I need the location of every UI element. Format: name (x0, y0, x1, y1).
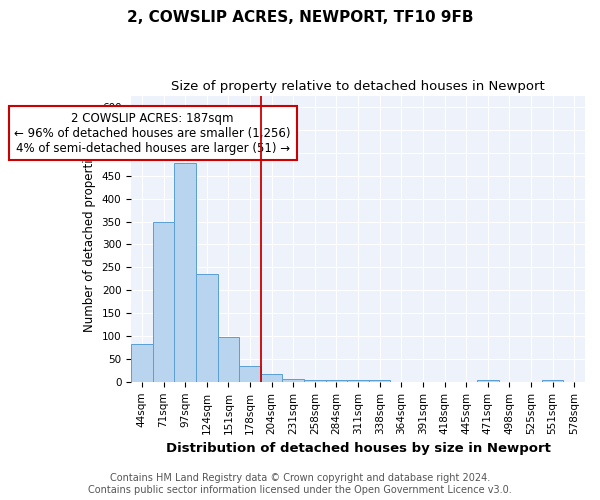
Bar (369, 380, 391, 382)
Bar (153, 222, 175, 382)
Bar (175, 163, 196, 382)
Bar (542, 380, 563, 382)
Text: 2, COWSLIP ACRES, NEWPORT, TF10 9FB: 2, COWSLIP ACRES, NEWPORT, TF10 9FB (127, 10, 473, 25)
Bar (477, 380, 499, 382)
Bar (326, 380, 347, 382)
Bar (196, 274, 218, 382)
X-axis label: Distribution of detached houses by size in Newport: Distribution of detached houses by size … (166, 442, 550, 455)
Bar (261, 374, 283, 382)
Bar (347, 380, 369, 382)
Text: 2 COWSLIP ACRES: 187sqm
← 96% of detached houses are smaller (1,256)
4% of semi-: 2 COWSLIP ACRES: 187sqm ← 96% of detache… (14, 112, 291, 154)
Title: Size of property relative to detached houses in Newport: Size of property relative to detached ho… (171, 80, 545, 93)
Bar (304, 380, 326, 382)
Bar (239, 366, 261, 382)
Y-axis label: Number of detached properties: Number of detached properties (83, 146, 96, 332)
Text: Contains HM Land Registry data © Crown copyright and database right 2024.
Contai: Contains HM Land Registry data © Crown c… (88, 474, 512, 495)
Bar (283, 378, 304, 382)
Bar (131, 344, 153, 382)
Bar (218, 338, 239, 382)
